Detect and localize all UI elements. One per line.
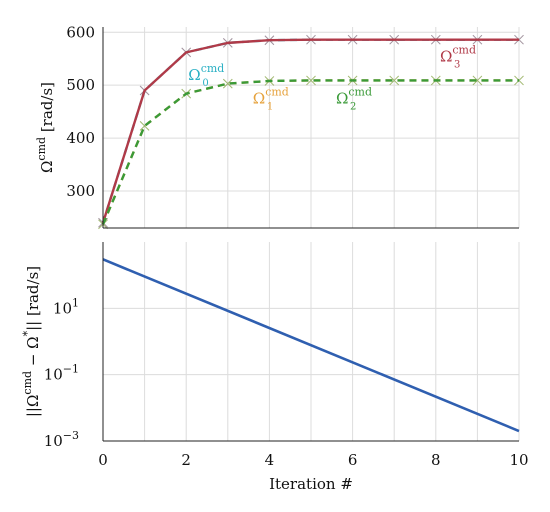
series-marker — [139, 121, 150, 131]
series-marker — [347, 34, 358, 45]
x-tick-label: 4 — [265, 451, 275, 469]
series-marker — [181, 88, 192, 99]
annotation-sub: 2 — [350, 102, 356, 113]
x-axis-label: Iteration # — [269, 475, 353, 493]
ylabel-part: − Ω — [24, 336, 42, 371]
annotation-sup: cmd — [265, 86, 289, 99]
series-marker — [389, 75, 400, 86]
y-tick-label: 600 — [66, 23, 95, 41]
series-marker — [306, 34, 316, 45]
x-tick-label: 8 — [431, 451, 441, 469]
annotation-sup: cmd — [348, 86, 372, 99]
y-axis-label: ||Ωcmd − Ω*|| [rad/s] — [21, 266, 42, 417]
y-tick-label: 300 — [66, 182, 95, 200]
ylabel-star: * — [21, 330, 34, 336]
ylabel-sup: cmd — [21, 371, 34, 395]
tick-exponent: −3 — [63, 429, 79, 442]
tick-base: 10 — [44, 432, 63, 450]
annotation-sup: cmd — [452, 43, 476, 56]
annotation-sup: cmd — [201, 62, 225, 75]
series-marker — [389, 34, 400, 45]
annotation-symbol: Ω — [188, 66, 200, 84]
series-marker — [514, 34, 524, 45]
tick-base: 10 — [53, 299, 72, 317]
annotation-sub: 3 — [454, 59, 460, 70]
ylabel-unit: [rad/s] — [38, 82, 56, 137]
series-marker — [472, 34, 483, 45]
annotation-symbol: Ω — [440, 47, 452, 65]
annotation-sub: 1 — [267, 102, 273, 113]
series-marker — [181, 47, 192, 58]
ylabel-symbol: Ω — [38, 161, 56, 173]
ylabel-sup: cmd — [35, 137, 48, 161]
series-marker — [139, 85, 150, 96]
series-marker — [514, 75, 524, 86]
series-annotation-1: Ωcmd 1 — [253, 86, 289, 113]
series-marker — [389, 75, 400, 86]
y-axis-label: Ωcmd [rad/s] — [35, 82, 56, 173]
series-annotation-3: Ωcmd 3 — [440, 43, 476, 70]
series-marker — [264, 35, 275, 46]
series-annotation-0: Ωcmd 0 — [188, 62, 224, 89]
x-tick-label: 2 — [181, 451, 191, 469]
annotation-sub: 0 — [202, 78, 208, 89]
y-tick-label: 10−3 — [44, 429, 79, 450]
series-marker — [472, 75, 483, 86]
y-tick-label: 400 — [66, 129, 95, 147]
series-annotation-2: Ωcmd 2 — [336, 86, 372, 113]
error-line — [102, 258, 520, 433]
series-marker — [430, 75, 441, 86]
series-line-2 — [101, 79, 519, 225]
tick-base: 10 — [44, 366, 63, 384]
x-tick-label: 6 — [348, 451, 358, 469]
y-tick-label: 500 — [66, 76, 95, 94]
series-marker — [430, 34, 441, 45]
annotation-symbol: Ω — [253, 90, 265, 108]
series-marker — [306, 75, 316, 86]
series-marker — [222, 38, 233, 48]
ylabel-part: ||Ω — [24, 395, 42, 418]
series-marker — [347, 75, 358, 86]
series-marker — [222, 78, 233, 89]
series-marker — [264, 76, 275, 86]
tick-exponent: −1 — [63, 363, 79, 376]
y-tick-label: 101 — [53, 296, 79, 317]
series-marker — [472, 75, 483, 86]
y-tick-label: 10−1 — [44, 363, 79, 384]
series-marker — [222, 78, 233, 89]
series-line-3 — [101, 38, 519, 224]
annotation-symbol: Ω — [336, 90, 348, 108]
series-marker — [306, 75, 316, 86]
tick-exponent: 1 — [72, 296, 79, 309]
x-tick-label: 0 — [98, 451, 108, 469]
ylabel-unit: || [rad/s] — [24, 266, 42, 331]
x-tick-label: 10 — [509, 451, 528, 469]
